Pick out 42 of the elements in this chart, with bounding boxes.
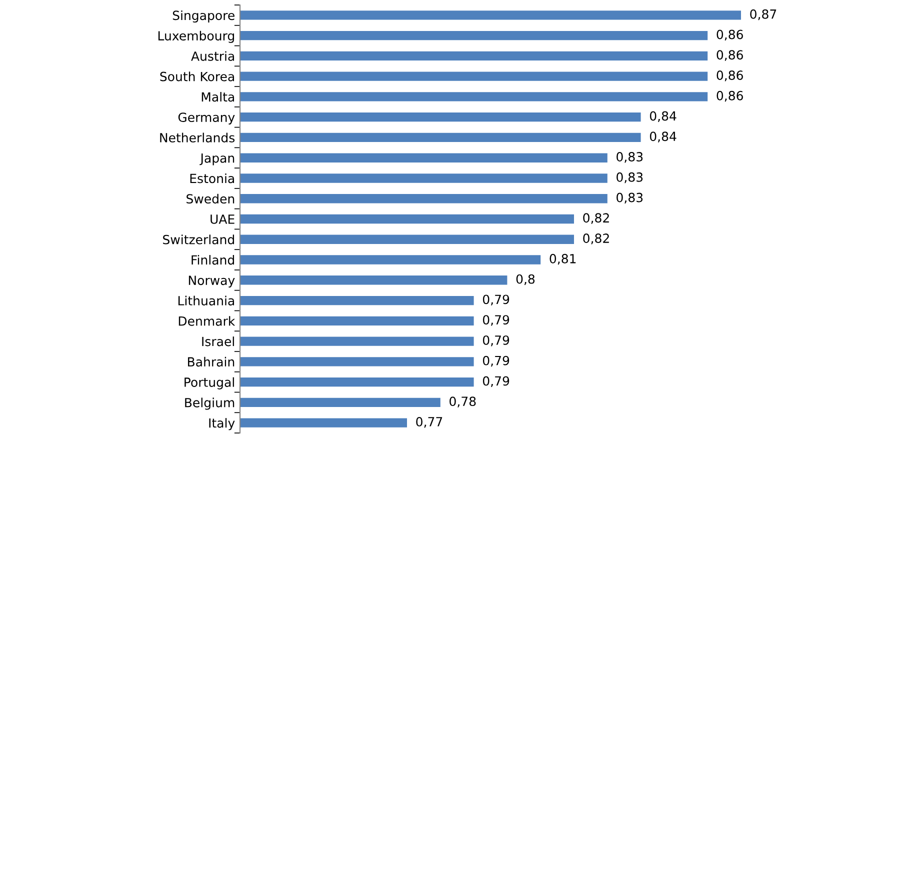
y-tick-label: Belgium [185,398,234,410]
data-label: 0,83 [616,172,643,184]
data-label: 0,79 [482,376,510,387]
data-label: 0,79 [482,356,510,367]
y-tick-label: Israel [202,336,234,346]
data-label: 0,84 [650,111,676,122]
data-label: 0,79 [482,335,510,346]
data-label: 0,83 [616,192,643,204]
y-tick-label: Netherlands [160,132,235,142]
y-tick-label: Portugal [184,377,234,390]
y-tick-label: Denmark [178,316,236,326]
data-label: 0,86 [716,50,743,61]
data-label: 0,79 [482,294,510,306]
y-tick-label: Bahrain [188,356,234,367]
data-label: 0,83 [616,152,643,163]
data-label: 0,84 [650,132,676,142]
y-tick-label: Estonia [190,173,234,184]
y-tick-label: Sweden [186,194,234,204]
y-tick-label: Luxembourg [158,30,234,43]
y-tick-label: Switzerland [163,234,234,244]
y-tick-label: Singapore [172,10,234,23]
y-tick-label: Germany [178,112,235,124]
data-label: 0,87 [750,9,776,20]
y-tick-label: Austria [191,51,234,61]
y-tick-label: Lithuania [178,296,234,306]
data-label: 0,86 [716,30,743,40]
data-label: 0,79 [482,315,510,326]
y-tick-label: UAE [210,214,234,224]
y-tick-label: Finland [192,255,234,265]
y-tick-label: South Korea [160,72,234,82]
y-tick-label: Japan [200,153,234,166]
data-label: 0,78 [450,396,476,408]
data-label: 0,81 [550,254,576,265]
y-tick-label: Malta [202,92,234,102]
data-label: 0,8 [516,274,535,286]
data-label: 0,82 [583,213,609,224]
data-label: 0,77 [416,416,442,428]
data-label: 0,82 [583,234,609,244]
y-tick-label: Italy [209,418,235,430]
y-tick-label: Norway [188,276,235,288]
data-label: 0,86 [716,90,743,102]
data-label: 0,86 [716,70,743,82]
